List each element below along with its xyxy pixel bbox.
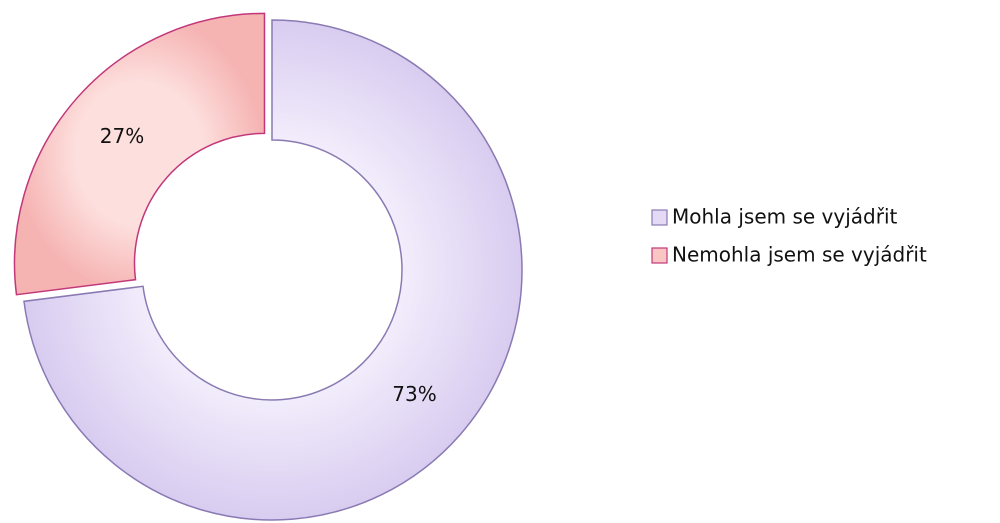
- donut-segment: [23, 19, 523, 521]
- data-label: 27%: [100, 124, 144, 148]
- donut-segment: [13, 12, 266, 296]
- legend-label: Mohla jsem se vyjádřit: [672, 205, 898, 229]
- legend-swatch: [651, 209, 668, 226]
- legend-swatch: [651, 247, 668, 264]
- data-label: 73%: [392, 382, 436, 406]
- legend-label: Nemohla jsem se vyjádřit: [672, 243, 927, 267]
